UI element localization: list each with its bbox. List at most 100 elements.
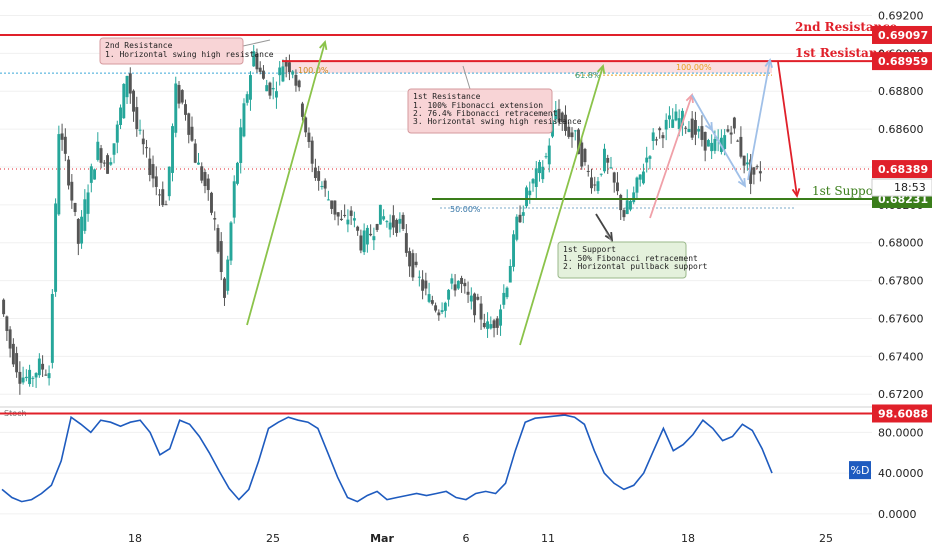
candle-body [132, 90, 135, 112]
candle-body [742, 155, 746, 166]
candle-body [486, 321, 490, 329]
candle-body [271, 87, 275, 90]
candle-body [239, 127, 243, 163]
candle-body [362, 230, 366, 253]
candle-body [223, 278, 226, 298]
candle-body [161, 189, 165, 206]
candle-body [11, 343, 15, 365]
candle-body [658, 128, 662, 131]
candle-body [83, 199, 87, 231]
candle-body [21, 377, 25, 383]
fib-label-100-ext: 100.00% [676, 63, 712, 72]
candle-body [758, 171, 762, 174]
candle-body [18, 371, 22, 384]
candle-body [729, 132, 733, 135]
candle-body [528, 190, 532, 196]
candle-body [210, 192, 213, 213]
candle-body [274, 91, 278, 98]
candle-body [378, 204, 382, 225]
candle-body [508, 265, 512, 283]
candle-body [24, 376, 28, 379]
abc-arrow-a [649, 94, 693, 219]
candle-body [557, 108, 561, 123]
candle-body [664, 119, 668, 130]
time-tick-label: 11 [541, 532, 555, 545]
candle-body [723, 135, 727, 150]
candle-body [570, 132, 574, 138]
candle-body [313, 167, 317, 178]
candle-body [63, 136, 67, 154]
candle-body [365, 227, 369, 245]
candle-body [122, 84, 126, 119]
candle-body [554, 110, 558, 120]
candle-body [180, 90, 184, 103]
candle-body [684, 127, 688, 129]
candle-body [151, 164, 155, 179]
candle-body [31, 377, 35, 379]
bearish-projection-arrow [777, 61, 798, 197]
candle-body [352, 218, 356, 221]
candle-body [641, 171, 645, 184]
impulse-arrow-1 [246, 41, 326, 326]
candle-body [115, 124, 119, 143]
candle-body [245, 94, 249, 103]
candle-body [752, 167, 756, 175]
candle-body [450, 278, 454, 284]
candle-body [596, 181, 600, 191]
candle-body [219, 241, 223, 273]
abc-arrow-c [711, 129, 746, 187]
candle-body [89, 166, 93, 183]
candle-body [291, 71, 295, 75]
price-tick-label: 0.67800 [878, 275, 924, 288]
candle-body [356, 226, 360, 231]
candle-body [255, 54, 259, 70]
candle-body [408, 251, 412, 267]
candle-body [580, 142, 584, 167]
projection-arrows [246, 40, 801, 346]
candle-body [391, 215, 395, 228]
candle-body [434, 305, 438, 311]
candle-body [677, 118, 681, 129]
candle-body [154, 176, 158, 187]
candle-body [577, 129, 580, 155]
annotation-box [407, 88, 553, 134]
candle-body [304, 117, 308, 133]
candle-body [440, 310, 444, 313]
candle-body [213, 218, 217, 220]
candle-body [148, 158, 152, 176]
candle-body [268, 82, 272, 96]
candle-body [732, 117, 736, 129]
candle-body [482, 322, 486, 328]
annotation-box [99, 37, 244, 65]
candle-body [706, 140, 710, 147]
candle-body [300, 103, 304, 117]
candle-body [547, 145, 551, 165]
candle-body [164, 204, 168, 206]
current-price-tag-text: 0.68389 [878, 163, 928, 176]
candle-body [713, 138, 717, 151]
support-pointer-head [604, 231, 614, 242]
candle-body [138, 129, 142, 131]
candle-body [145, 147, 148, 149]
fib-label-618: 61.8% [575, 71, 601, 80]
candle-body [460, 277, 464, 284]
countdown-box [871, 178, 932, 197]
candle-body [473, 293, 477, 316]
candle-body [453, 284, 457, 291]
candle-body [320, 185, 324, 188]
candle-body [261, 70, 265, 79]
candle-body [703, 131, 707, 151]
annotation-line: 3. Horizontal swing high resistance [413, 117, 582, 126]
candle-body [232, 181, 236, 218]
candle-body [106, 155, 110, 174]
level-label: 1st Support [812, 184, 884, 198]
candle-body [229, 222, 233, 261]
candle-body [76, 218, 80, 244]
candle-body [427, 294, 431, 302]
candle-body [252, 51, 256, 67]
candle-body [538, 161, 541, 174]
candle-body [573, 130, 577, 132]
resistance-zone [282, 61, 772, 74]
candle-body [28, 369, 32, 385]
